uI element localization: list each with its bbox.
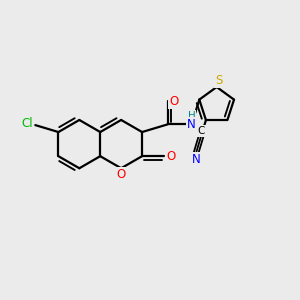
Text: C: C <box>198 126 205 136</box>
Text: O: O <box>169 95 178 108</box>
Text: O: O <box>166 150 176 163</box>
Text: O: O <box>116 168 126 181</box>
Text: H: H <box>188 111 196 121</box>
Text: Cl: Cl <box>21 117 33 130</box>
Text: S: S <box>215 74 223 87</box>
Text: N: N <box>187 118 196 131</box>
Text: N: N <box>191 153 200 166</box>
